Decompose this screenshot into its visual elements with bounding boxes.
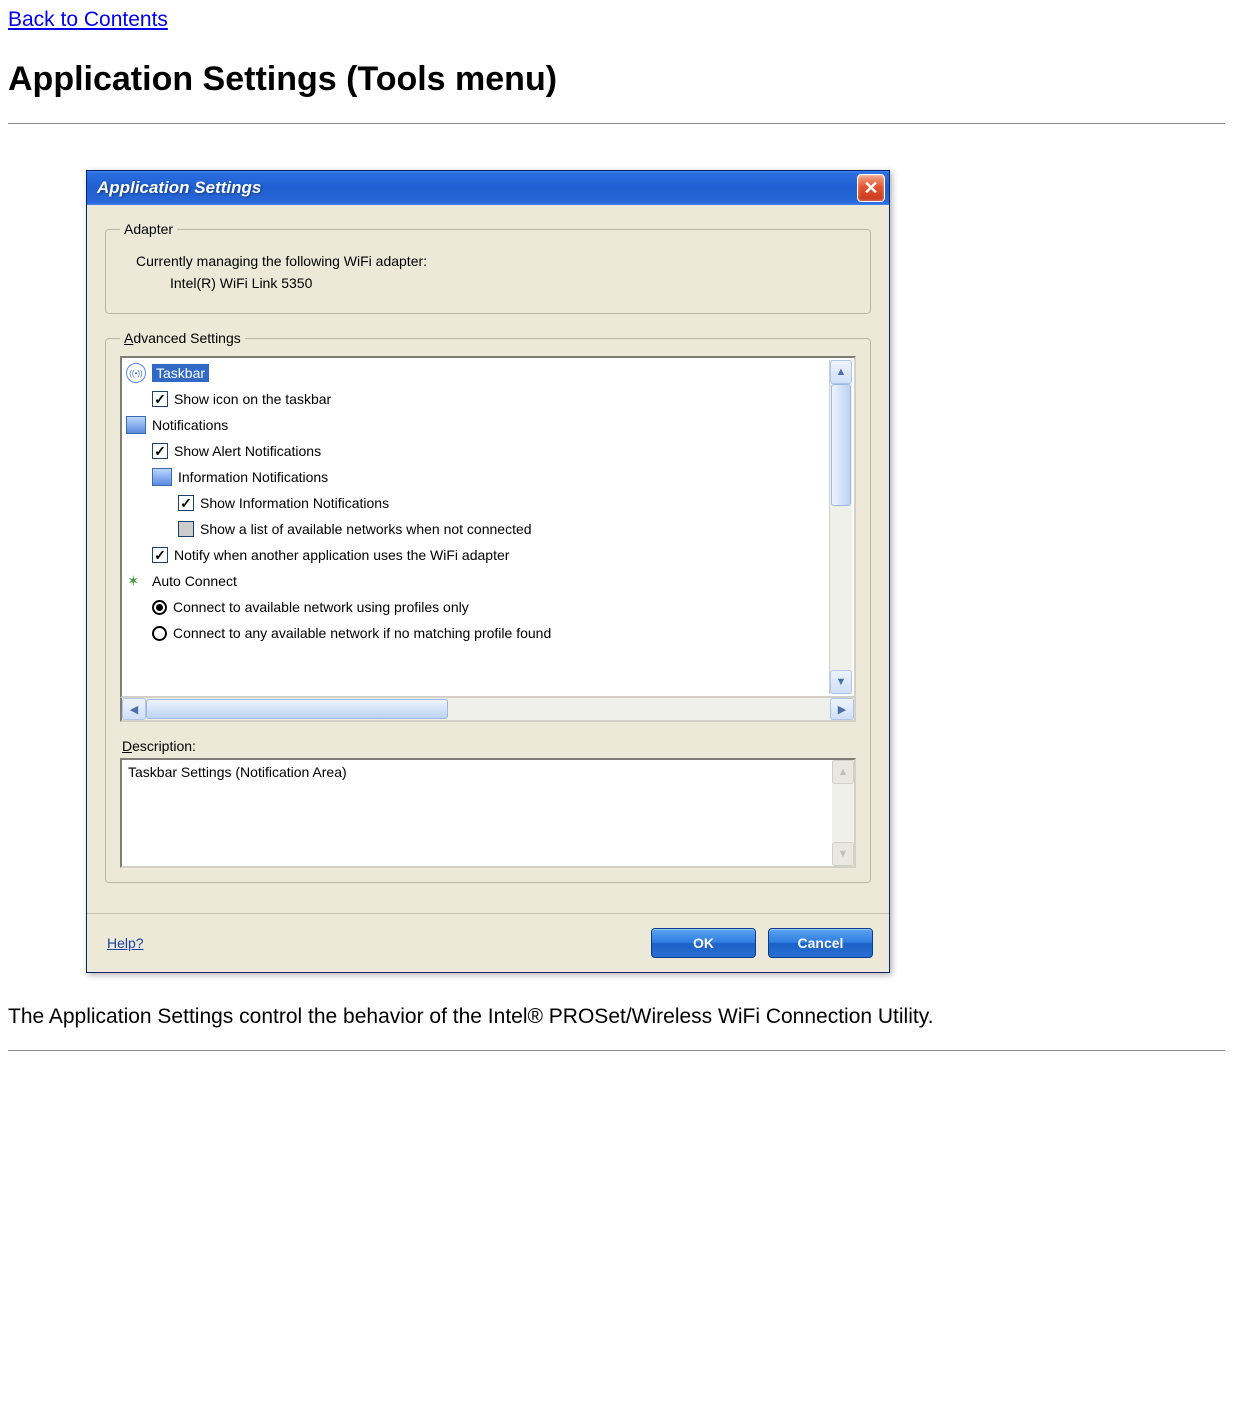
hscroll-thumb[interactable] <box>146 699 448 719</box>
dialog-title: Application Settings <box>97 178 261 198</box>
scroll-up-icon[interactable]: ▲ <box>830 360 852 384</box>
list-item-label: Connect to available network using profi… <box>173 599 469 615</box>
list-item-label: Information Notifications <box>178 469 328 485</box>
scroll-right-icon[interactable]: ▶ <box>830 698 854 720</box>
adapter-managing-label: Currently managing the following WiFi ad… <box>136 253 856 269</box>
advanced-group: Advanced Settings ((•)) Taskbar ✓ Show icon… <box>105 330 871 883</box>
scroll-down-icon[interactable]: ▼ <box>830 670 852 694</box>
list-item-label: Show a list of available networks when n… <box>200 521 532 537</box>
back-to-contents-link[interactable]: Back to Contents <box>8 8 168 31</box>
help-link[interactable]: Help? <box>107 935 144 951</box>
list-item[interactable]: Information Notifications <box>122 464 854 490</box>
list-item[interactable]: ✓ Show icon on the taskbar <box>122 386 854 412</box>
settings-listbox[interactable]: ((•)) Taskbar ✓ Show icon on the taskbar Not… <box>120 356 856 698</box>
list-item[interactable]: Show a list of available networks when n… <box>122 516 854 542</box>
list-item-label: Show Information Notifications <box>200 495 389 511</box>
list-item[interactable]: Connect to any available network if no m… <box>122 620 854 646</box>
screenshot-container: Application Settings ✕ Adapter Currently… <box>86 170 1225 973</box>
radio[interactable] <box>152 626 167 641</box>
description-label: Description: <box>122 738 856 754</box>
scroll-left-icon[interactable]: ◀ <box>122 698 146 720</box>
checkbox[interactable]: ✓ <box>152 547 168 563</box>
cancel-button[interactable]: Cancel <box>768 928 873 958</box>
dialog-footer: Help? OK Cancel <box>87 913 889 972</box>
hscroll-track[interactable] <box>146 698 830 720</box>
checkbox[interactable] <box>178 521 194 537</box>
list-item-label: Show icon on the taskbar <box>174 391 331 407</box>
list-item-label: Taskbar <box>152 364 209 382</box>
checkbox[interactable]: ✓ <box>152 391 168 407</box>
description-text: Taskbar Settings (Notification Area) <box>128 764 347 780</box>
list-item[interactable]: ✓ Notify when another application uses th… <box>122 542 854 568</box>
settings-hscrollbar[interactable]: ◀ ▶ <box>120 698 856 722</box>
list-item[interactable]: ✶ Auto Connect <box>122 568 854 594</box>
notification-icon <box>126 416 146 434</box>
advanced-legend: Advanced Settings <box>120 330 245 346</box>
adapter-name: Intel(R) WiFi Link 5350 <box>170 275 856 291</box>
button-row: OK Cancel <box>651 928 873 958</box>
close-icon[interactable]: ✕ <box>857 174 885 202</box>
divider-top <box>8 123 1225 124</box>
list-item[interactable]: Connect to available network using profi… <box>122 594 854 620</box>
radio[interactable] <box>152 600 167 615</box>
scroll-track[interactable] <box>830 384 852 670</box>
checkbox[interactable]: ✓ <box>178 495 194 511</box>
divider-bottom <box>8 1050 1225 1051</box>
settings-listbox-wrap: ((•)) Taskbar ✓ Show icon on the taskbar Not… <box>120 356 856 722</box>
desc-scroll-down-icon: ▼ <box>832 842 854 866</box>
description-box: Taskbar Settings (Notification Area) ▲ ▼ <box>120 758 856 868</box>
desc-scroll-track <box>832 784 854 842</box>
dialog-titlebar[interactable]: Application Settings ✕ <box>87 171 889 205</box>
checkbox[interactable]: ✓ <box>152 443 168 459</box>
auto-connect-icon: ✶ <box>126 572 146 590</box>
list-item-label: Notify when another application uses the… <box>174 547 509 563</box>
list-item[interactable]: ✓ Show Information Notifications <box>122 490 854 516</box>
list-item[interactable]: ✓ Show Alert Notifications <box>122 438 854 464</box>
list-item-label: Show Alert Notifications <box>174 443 321 459</box>
dialog-body: Adapter Currently managing the following… <box>87 205 889 913</box>
adapter-legend: Adapter <box>120 221 177 237</box>
adapter-group: Adapter Currently managing the following… <box>105 221 871 314</box>
scroll-thumb[interactable] <box>831 384 851 506</box>
wifi-icon: ((•)) <box>126 364 146 382</box>
list-item[interactable]: ((•)) Taskbar <box>122 360 854 386</box>
ok-button[interactable]: OK <box>651 928 756 958</box>
list-item-label: Auto Connect <box>152 573 237 589</box>
dialog-window: Application Settings ✕ Adapter Currently… <box>86 170 890 973</box>
settings-vscrollbar[interactable]: ▲ ▼ <box>829 360 852 694</box>
list-item-label: Connect to any available network if no m… <box>173 625 551 641</box>
list-item-label: Notifications <box>152 417 228 433</box>
notification-icon <box>152 468 172 486</box>
body-paragraph: The Application Settings control the beh… <box>8 1003 1225 1030</box>
list-item[interactable]: Notifications <box>122 412 854 438</box>
description-vscrollbar: ▲ ▼ <box>832 760 854 866</box>
page-title: Application Settings (Tools menu) <box>8 60 1225 99</box>
desc-scroll-up-icon: ▲ <box>832 760 854 784</box>
